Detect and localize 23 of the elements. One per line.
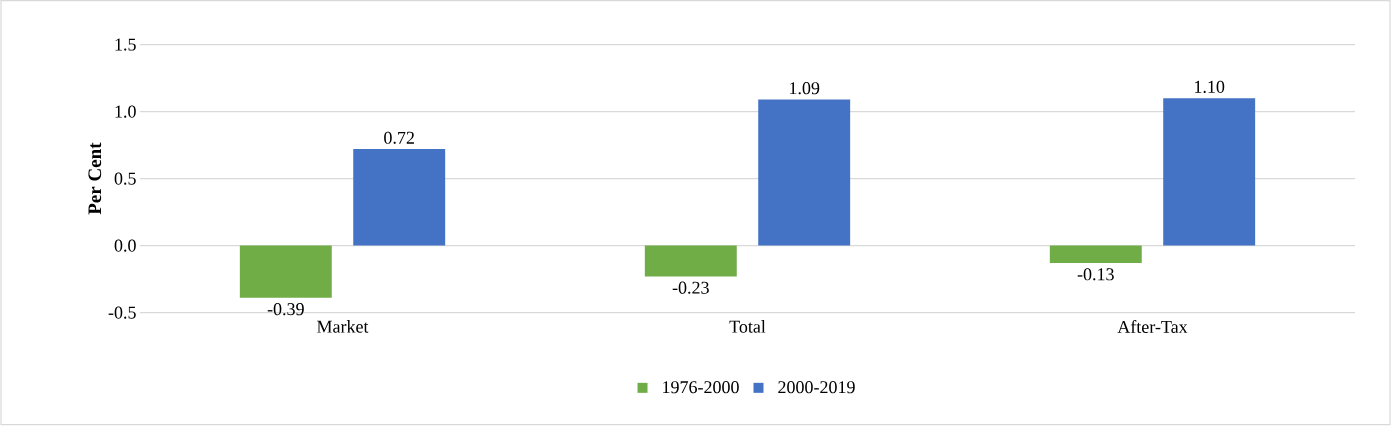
x-tick-label: Total xyxy=(729,320,766,333)
y-tick-label: 0.0 xyxy=(114,239,136,252)
y-tick-label: 0.5 xyxy=(114,172,136,185)
bar xyxy=(1049,245,1142,264)
y-axis-title: Per Cent xyxy=(88,142,102,215)
legend-label: 2000-2019 xyxy=(778,381,855,394)
legend-label: 1976-2000 xyxy=(663,381,739,394)
bar xyxy=(644,245,737,277)
bar xyxy=(1163,98,1256,246)
data-label: -0.13 xyxy=(1077,268,1114,281)
data-label: 1.10 xyxy=(1195,80,1225,94)
x-tick-label: After-Tax xyxy=(1117,320,1188,334)
data-label: 1.09 xyxy=(790,82,820,95)
bar xyxy=(353,149,446,246)
bar xyxy=(758,99,851,246)
bar xyxy=(239,245,332,299)
data-label: -0.23 xyxy=(672,281,709,295)
data-label: 0.72 xyxy=(384,131,414,145)
x-tick-label: Market xyxy=(317,320,369,333)
y-tick-label: 1.0 xyxy=(115,105,136,118)
y-tick-label: 1.5 xyxy=(115,38,136,51)
data-label: -0.39 xyxy=(267,303,304,316)
y-tick-label: -0.5 xyxy=(108,306,136,319)
